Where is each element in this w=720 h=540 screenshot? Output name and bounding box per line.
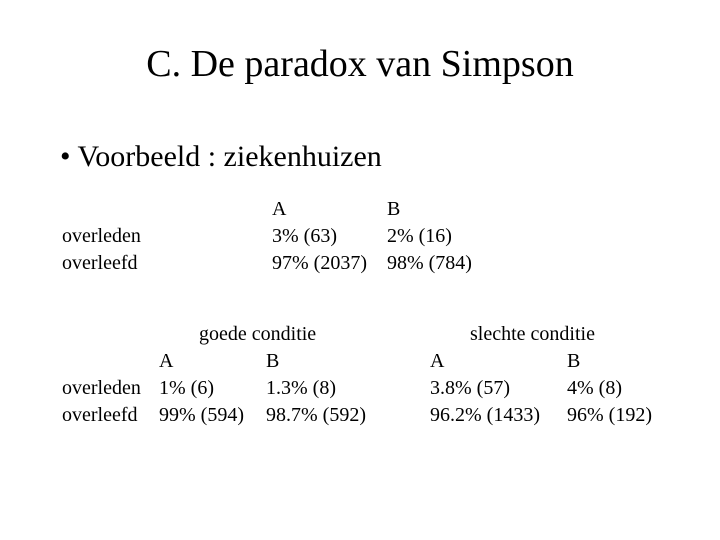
column-header-b: B (567, 349, 667, 374)
cell-blank (62, 197, 270, 222)
table-row: overleden 1% (6) 1.3% (8) 3.8% (57) 4% (… (62, 376, 667, 401)
table-row: overleden 3% (63) 2% (16) (62, 224, 490, 249)
column-header-a: A (159, 349, 264, 374)
group-header-good: goede conditie (159, 322, 396, 347)
table-row: A B (62, 197, 490, 222)
row-label: overleefd (62, 251, 270, 276)
table-row: overleefd 97% (2037) 98% (784) (62, 251, 490, 276)
column-header-b: B (387, 197, 490, 222)
cell-value: 97% (2037) (272, 251, 385, 276)
row-label: overleden (62, 224, 270, 249)
cell-value: 3% (63) (272, 224, 385, 249)
cell-value: 2% (16) (387, 224, 490, 249)
cell-value: 96% (192) (567, 403, 667, 428)
table-by-condition: goede conditie slechte conditie A B A B … (60, 320, 669, 430)
cell-blank (62, 322, 157, 347)
table-row: A B A B (62, 349, 667, 374)
cell-value: 1.3% (8) (266, 376, 396, 401)
cell-blank (398, 322, 428, 347)
column-header-b: B (266, 349, 396, 374)
cell-value: 96.2% (1433) (430, 403, 565, 428)
cell-blank (398, 376, 428, 401)
table-row: overleefd 99% (594) 98.7% (592) 96.2% (1… (62, 403, 667, 428)
cell-value: 1% (6) (159, 376, 264, 401)
cell-value: 98.7% (592) (266, 403, 396, 428)
cell-blank (398, 349, 428, 374)
column-header-a: A (430, 349, 565, 374)
cell-value: 99% (594) (159, 403, 264, 428)
cell-value: 98% (784) (387, 251, 490, 276)
column-header-a: A (272, 197, 385, 222)
table-row: goede conditie slechte conditie (62, 322, 667, 347)
cell-value: 3.8% (57) (430, 376, 565, 401)
bullet-example: Voorbeeld : ziekenhuizen (60, 140, 382, 174)
cell-blank (398, 403, 428, 428)
cell-value: 4% (8) (567, 376, 667, 401)
table-overall: A B overleden 3% (63) 2% (16) overleefd … (60, 195, 492, 278)
cell-blank (62, 349, 157, 374)
row-label: overleden (62, 376, 157, 401)
slide: C. De paradox van Simpson Voorbeeld : zi… (0, 0, 720, 540)
group-header-bad: slechte conditie (430, 322, 667, 347)
row-label: overleefd (62, 403, 157, 428)
slide-title: C. De paradox van Simpson (0, 42, 720, 86)
